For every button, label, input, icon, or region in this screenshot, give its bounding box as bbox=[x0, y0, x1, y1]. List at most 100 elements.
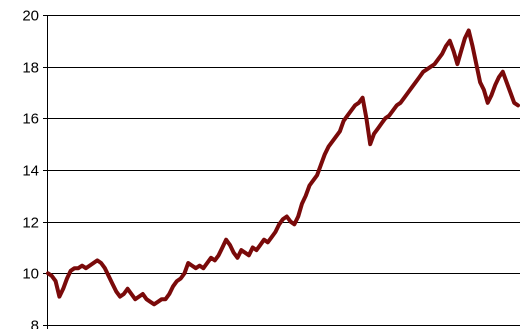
y-tick-label-10: 10 bbox=[22, 266, 39, 283]
data-point bbox=[236, 256, 239, 260]
data-point bbox=[126, 287, 130, 291]
data-point bbox=[262, 238, 266, 242]
data-point bbox=[129, 292, 133, 296]
data-point bbox=[54, 279, 58, 283]
data-point bbox=[133, 297, 137, 301]
data-point bbox=[228, 243, 232, 247]
data-point bbox=[95, 258, 99, 262]
data-point bbox=[209, 256, 213, 260]
data-point bbox=[296, 215, 300, 218]
data-point bbox=[471, 44, 474, 48]
data-point bbox=[425, 67, 429, 71]
data-point bbox=[76, 266, 80, 270]
data-point bbox=[467, 29, 471, 32]
data-point bbox=[122, 292, 126, 296]
data-point bbox=[342, 119, 346, 123]
data-point bbox=[289, 220, 293, 224]
data-point bbox=[224, 238, 228, 242]
data-point bbox=[99, 261, 103, 265]
data-point bbox=[349, 109, 353, 113]
data-point bbox=[361, 96, 365, 100]
data-point bbox=[160, 297, 164, 301]
series-layer bbox=[46, 28, 520, 307]
data-point bbox=[277, 222, 281, 226]
data-point bbox=[395, 103, 399, 107]
data-point bbox=[239, 248, 243, 252]
data-point bbox=[399, 101, 402, 105]
data-point bbox=[186, 261, 190, 265]
data-point bbox=[406, 91, 410, 94]
data-point bbox=[323, 153, 327, 156]
gridlines bbox=[47, 15, 520, 326]
y-tick-label-8: 8 bbox=[31, 318, 39, 330]
series-line-0 bbox=[46, 28, 520, 307]
y-tick-label-14: 14 bbox=[22, 163, 39, 180]
data-point bbox=[433, 62, 437, 66]
data-point bbox=[486, 101, 490, 105]
data-point bbox=[88, 264, 92, 268]
data-point bbox=[418, 75, 421, 79]
data-point bbox=[232, 251, 236, 255]
data-point bbox=[137, 295, 141, 299]
data-point bbox=[247, 253, 251, 257]
data-point bbox=[330, 140, 334, 144]
data-point bbox=[300, 202, 304, 206]
data-point bbox=[402, 96, 406, 100]
y-tick-label-12: 12 bbox=[22, 215, 39, 232]
data-point bbox=[156, 300, 160, 304]
data-point bbox=[292, 222, 296, 226]
data-point bbox=[84, 266, 88, 270]
data-point bbox=[258, 243, 262, 247]
data-point bbox=[410, 85, 414, 89]
data-point bbox=[512, 101, 516, 105]
data-point bbox=[474, 62, 478, 66]
data-point bbox=[334, 134, 338, 138]
data-point bbox=[285, 215, 289, 218]
data-point bbox=[65, 277, 69, 280]
data-point bbox=[463, 36, 467, 40]
data-point bbox=[251, 246, 255, 249]
y-tick-label-18: 18 bbox=[22, 60, 39, 77]
data-point bbox=[440, 52, 444, 56]
data-point bbox=[50, 274, 54, 278]
data-point bbox=[145, 297, 148, 301]
data-point bbox=[243, 251, 247, 255]
data-point bbox=[452, 49, 456, 53]
data-point bbox=[345, 114, 349, 118]
data-point bbox=[493, 83, 497, 87]
y-axis bbox=[43, 15, 48, 329]
data-point bbox=[505, 80, 509, 84]
data-point bbox=[353, 103, 357, 107]
data-point bbox=[270, 235, 274, 239]
data-point bbox=[152, 302, 156, 306]
data-point bbox=[107, 274, 111, 278]
data-point bbox=[490, 93, 493, 97]
data-point bbox=[164, 297, 167, 301]
data-point bbox=[501, 70, 505, 74]
data-point bbox=[213, 258, 217, 262]
data-point bbox=[61, 287, 65, 291]
data-point bbox=[273, 230, 277, 234]
data-point bbox=[364, 116, 368, 120]
data-point bbox=[376, 127, 380, 131]
data-point bbox=[308, 184, 311, 187]
data-point bbox=[338, 129, 342, 133]
data-point bbox=[448, 39, 452, 43]
data-point bbox=[198, 264, 202, 268]
data-point bbox=[327, 145, 330, 149]
data-point bbox=[183, 271, 186, 275]
y-tick-label-20: 20 bbox=[22, 8, 39, 25]
data-point bbox=[311, 178, 315, 182]
data-point bbox=[455, 62, 459, 66]
data-point bbox=[421, 70, 425, 74]
data-point bbox=[482, 88, 486, 92]
data-point bbox=[372, 132, 376, 136]
data-point bbox=[171, 284, 175, 288]
data-point bbox=[46, 271, 50, 275]
data-point bbox=[201, 266, 205, 270]
data-point bbox=[315, 173, 319, 177]
data-point bbox=[304, 194, 308, 198]
data-point bbox=[220, 246, 224, 249]
